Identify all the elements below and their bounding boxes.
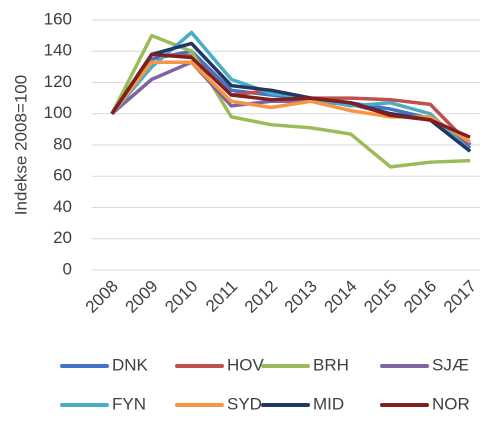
y-tick-label: 160 — [44, 9, 72, 28]
x-tick-label: 2013 — [281, 277, 321, 317]
y-tick-label: 0 — [63, 259, 72, 278]
legend-label: SJÆ — [432, 355, 469, 374]
legend-label: DNK — [112, 355, 149, 374]
y-tick-label: 100 — [44, 103, 72, 122]
y-tick-label: 60 — [53, 166, 72, 185]
legend-label: MID — [313, 394, 344, 413]
x-tick-label: 2012 — [241, 277, 281, 317]
x-tick-label: 2009 — [122, 277, 162, 317]
x-tick-label: 2017 — [440, 277, 480, 317]
x-tick-label: 2008 — [82, 277, 122, 317]
legend-label: SYD — [227, 394, 262, 413]
x-tick-label: 2015 — [360, 277, 400, 317]
legend-label: NOR — [432, 394, 470, 413]
y-axis-label: Indekse 2008=100 — [11, 75, 30, 215]
x-tick-label: 2016 — [400, 277, 440, 317]
x-tick-label: 2011 — [202, 277, 241, 316]
series-line — [110, 33, 471, 169]
legend-label: BRH — [313, 355, 349, 374]
y-tick-label: 120 — [44, 72, 72, 91]
legend-label: HOV — [227, 355, 265, 374]
y-tick-label: 20 — [53, 228, 72, 247]
y-tick-label: 80 — [53, 134, 72, 153]
series-line — [110, 52, 471, 139]
x-tick-label: 2010 — [161, 277, 201, 317]
y-tick-label: 140 — [44, 41, 72, 60]
x-tick-label: 2014 — [321, 277, 361, 317]
legend-label: FYN — [112, 394, 146, 413]
y-tick-label: 40 — [53, 197, 72, 216]
